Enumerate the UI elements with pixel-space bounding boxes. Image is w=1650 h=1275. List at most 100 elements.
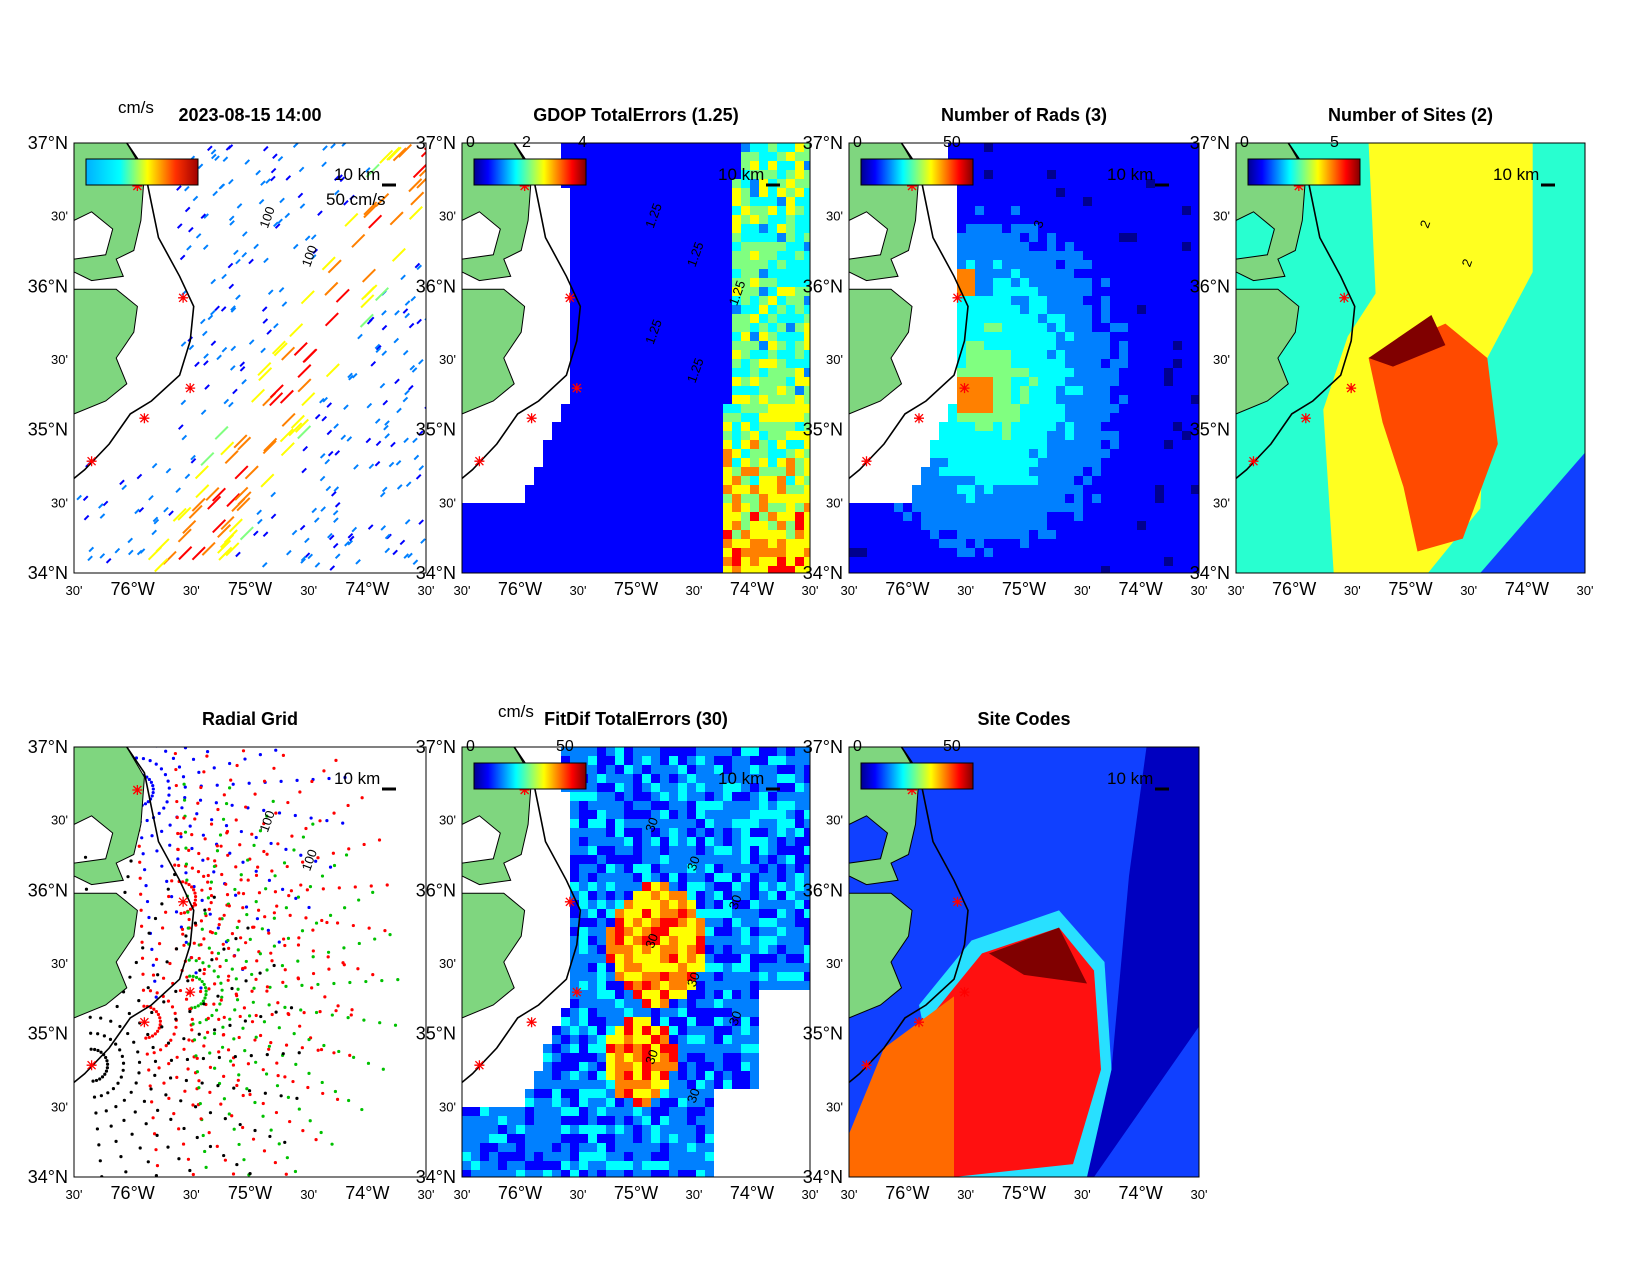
- radar-site-marker: [952, 292, 963, 303]
- colorbar-tick: 0: [853, 738, 862, 755]
- radar-site-marker: [571, 383, 582, 394]
- colorbar-tick: 0: [1240, 134, 1249, 151]
- radar-site-marker: [952, 896, 963, 907]
- lon-tick-label: 76°W: [1272, 579, 1316, 599]
- lon-tick-label: 30': [418, 583, 435, 598]
- map-field: [849, 747, 1199, 1177]
- scale-bar-label: 10 km: [718, 165, 764, 184]
- lon-tick-label: 30': [66, 1187, 83, 1202]
- lat-tick-label: 30': [439, 495, 456, 510]
- land-south: [462, 892, 526, 1019]
- lon-tick-label: 30': [300, 1187, 317, 1202]
- lat-tick-label: 30': [51, 1099, 68, 1114]
- lat-tick-label: 30': [826, 956, 843, 971]
- map-frame: [73, 746, 427, 1178]
- lat-tick-label: 30': [51, 352, 68, 367]
- lon-tick-label: 75°W: [1002, 579, 1046, 599]
- lat-tick-label: 34°N: [28, 1167, 68, 1187]
- colorbar: [860, 762, 974, 790]
- radar-site-marker: [1248, 456, 1259, 467]
- lat-tick-label: 36°N: [803, 276, 843, 296]
- lat-tick-label: 37°N: [1190, 133, 1230, 153]
- lon-tick-label: 30': [1228, 583, 1245, 598]
- map-frame: [848, 746, 1200, 1178]
- lat-tick-label: 35°N: [803, 420, 843, 440]
- scale-bar-label: 10 km: [1493, 165, 1539, 184]
- lat-tick-label: 36°N: [1190, 276, 1230, 296]
- panel-title: Radial Grid: [202, 709, 298, 729]
- colorbar-tick: 5: [1330, 134, 1339, 151]
- lon-tick-label: 30': [183, 1187, 200, 1202]
- colorbar: [860, 158, 974, 186]
- lon-tick-label: 30': [183, 583, 200, 598]
- panel-title: Number of Sites (2): [1328, 105, 1493, 125]
- map-frame: [461, 746, 811, 1178]
- panel-title: Site Codes: [977, 709, 1070, 729]
- lon-tick-label: 76°W: [111, 1183, 155, 1203]
- lat-tick-label: 30': [1213, 352, 1230, 367]
- lon-tick-label: 75°W: [614, 579, 658, 599]
- lat-tick-label: 35°N: [28, 1024, 68, 1044]
- colorbar: [1247, 158, 1361, 186]
- radar-site-marker: [564, 896, 575, 907]
- lon-tick-label: 30': [570, 1187, 587, 1202]
- lat-tick-label: 37°N: [416, 737, 456, 757]
- contour-label: 30: [642, 815, 661, 834]
- lat-tick-label: 30': [439, 352, 456, 367]
- land-north: [74, 747, 145, 886]
- lat-tick-label: 30': [826, 352, 843, 367]
- lat-tick-label: 34°N: [803, 563, 843, 583]
- contour-label: 30: [684, 854, 703, 873]
- land-south: [74, 892, 138, 1019]
- units-label: cm/s: [498, 702, 534, 721]
- lon-tick-label: 30': [686, 1187, 703, 1202]
- lon-tick-label: 74°W: [1119, 579, 1163, 599]
- lat-tick-label: 30': [51, 495, 68, 510]
- radar-site-marker: [185, 987, 196, 998]
- contour-label: 100: [256, 205, 278, 231]
- lat-tick-label: 34°N: [416, 1167, 456, 1187]
- scale-bar-label: 10 km: [334, 165, 380, 184]
- scale-bar-label: 10 km: [334, 769, 380, 788]
- lon-tick-label: 30': [1191, 583, 1208, 598]
- lon-tick-label: 30': [1577, 583, 1594, 598]
- units-label: cm/s: [118, 98, 154, 117]
- land-south: [74, 288, 138, 415]
- contour-label: 30: [726, 1009, 745, 1028]
- lat-tick-label: 36°N: [416, 276, 456, 296]
- colorbar: [473, 762, 587, 790]
- coastline: [849, 747, 969, 1084]
- radar-site-marker: [86, 456, 97, 467]
- radar-site-marker: [474, 1060, 485, 1071]
- lon-tick-label: 30': [1344, 583, 1361, 598]
- land-south: [1236, 288, 1300, 415]
- radar-site-marker: [474, 456, 485, 467]
- coastline: [462, 747, 582, 1084]
- lon-tick-label: 76°W: [885, 1183, 929, 1203]
- lon-tick-label: 75°W: [614, 1183, 658, 1203]
- lat-tick-label: 34°N: [803, 1167, 843, 1187]
- lat-tick-label: 34°N: [416, 563, 456, 583]
- lat-tick-label: 36°N: [28, 880, 68, 900]
- contour-label: 30: [642, 931, 661, 950]
- radar-site-marker: [178, 292, 189, 303]
- contour-label: 30: [684, 1086, 703, 1105]
- lon-tick-label: 75°W: [1002, 1183, 1046, 1203]
- lat-tick-label: 37°N: [28, 737, 68, 757]
- lon-tick-label: 30': [66, 583, 83, 598]
- radar-site-marker: [139, 1017, 150, 1028]
- scale-bar-label: 10 km: [1107, 165, 1153, 184]
- radar-site-marker: [86, 1060, 97, 1071]
- lon-tick-label: 75°W: [1388, 579, 1432, 599]
- panel-rads: 3 0 50 10 km Number of Rads (3) 37°N 30' 36°N 30…: [803, 105, 1208, 599]
- lat-tick-label: 30': [826, 495, 843, 510]
- lon-tick-label: 30': [957, 583, 974, 598]
- contour-label: 100: [256, 809, 278, 835]
- radar-site-marker: [959, 383, 970, 394]
- map-frame: [461, 142, 811, 574]
- panel-title: FitDif TotalErrors (30): [544, 709, 728, 729]
- panel-currents: 100 100 cm/s 10 km 50 cm/s 2023-08-15 14:00 37…: [28, 98, 435, 599]
- radar-site-marker: [132, 785, 143, 795]
